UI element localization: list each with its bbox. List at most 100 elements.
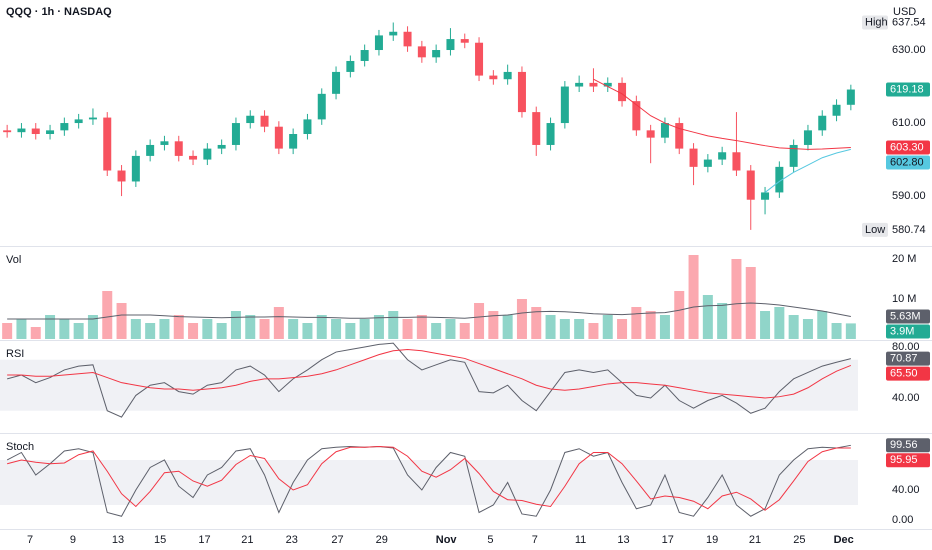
volume-bar <box>73 323 84 339</box>
x-tick-label: 11 <box>575 534 586 546</box>
x-tick-label: 21 <box>749 534 761 546</box>
candle-body <box>618 82 627 102</box>
candle-body <box>575 82 584 87</box>
price-badge <box>886 140 930 155</box>
candle-body <box>346 60 355 72</box>
volume-bar <box>87 315 98 339</box>
volume-bar <box>602 315 613 339</box>
candle-body <box>560 86 569 124</box>
low-marker-box <box>862 222 888 237</box>
price-badge-text: 619.18 <box>890 83 924 95</box>
price-badge <box>886 453 930 468</box>
band <box>0 359 858 411</box>
volume-bar <box>731 259 742 339</box>
volume-bar <box>345 323 356 339</box>
price-badge-text: 95.95 <box>890 454 918 466</box>
high-marker-value: 637.54 <box>892 16 926 28</box>
volume-bar <box>831 323 842 339</box>
currency: USD <box>893 6 916 18</box>
x-tick-label: 13 <box>112 534 124 546</box>
volume-bar <box>402 319 413 339</box>
volume-bar <box>845 323 856 339</box>
volume-bar <box>817 311 828 339</box>
price-badge-text: 3.9M <box>890 325 914 337</box>
candle-body <box>403 31 412 47</box>
volume-bar <box>2 323 13 339</box>
candle-body <box>818 115 827 131</box>
candle-body <box>632 101 641 131</box>
price-badge <box>886 366 930 381</box>
price-badge-text: 5.63M <box>890 310 921 322</box>
line <box>764 148 851 193</box>
x-tick-label: 27 <box>331 534 343 546</box>
candle-body <box>832 104 841 116</box>
candle-body <box>446 39 455 51</box>
price-badge <box>886 324 930 339</box>
band <box>0 459 858 505</box>
volume-bar <box>645 311 656 339</box>
x-tick-label: Dec <box>834 534 854 546</box>
y-tick-label: 10 M <box>892 293 916 305</box>
candle-body <box>131 155 140 182</box>
volume-bar <box>130 319 141 339</box>
candle-body <box>460 39 469 43</box>
candle-body <box>389 31 398 36</box>
y-tick-label: 610.00 <box>892 117 926 129</box>
candle-body <box>260 115 269 127</box>
volume-bar <box>717 303 728 339</box>
volume-bar <box>288 319 299 339</box>
candle-body <box>718 152 727 160</box>
candle-body <box>732 152 741 171</box>
candle-body <box>289 134 298 149</box>
candle-body <box>746 170 755 200</box>
candle-body <box>146 144 155 156</box>
volume-bar <box>30 327 41 339</box>
y-tick-label: 20 M <box>892 253 916 265</box>
volume-bar <box>373 315 384 339</box>
x-tick-label: 17 <box>662 534 674 546</box>
price-badge-text: 603.30 <box>890 141 924 153</box>
high-marker-box <box>862 15 888 30</box>
x-tick-label: 5 <box>487 534 493 546</box>
volume-bar <box>631 307 642 339</box>
volume-bar <box>145 323 156 339</box>
candle-body <box>432 50 441 58</box>
volume-bar <box>502 315 513 339</box>
candle-body <box>332 71 341 94</box>
candle-body <box>317 93 326 120</box>
volume-bar <box>188 323 199 339</box>
candle-body <box>546 123 555 145</box>
x-tick-label: 7 <box>532 534 538 546</box>
candle-body <box>503 71 512 80</box>
candle-body <box>761 192 770 200</box>
pane-title: Vol <box>6 254 21 266</box>
volume-bar <box>459 323 470 339</box>
x-tick-label: 29 <box>376 534 388 546</box>
candle-body <box>475 42 484 76</box>
line <box>6 444 851 517</box>
volume-bar <box>574 319 585 339</box>
candle-body <box>646 130 655 138</box>
volume-bar <box>617 319 628 339</box>
candle-body <box>46 130 55 135</box>
volume-bar <box>159 319 170 339</box>
volume-bar <box>102 291 113 339</box>
volume-bar <box>559 319 570 339</box>
volume-bar <box>531 307 542 339</box>
pane-title: Stoch <box>6 441 34 453</box>
candle-body <box>88 117 97 120</box>
candle-body <box>117 170 126 182</box>
candle-body <box>189 155 198 160</box>
candle-body <box>532 112 541 145</box>
candle-body <box>231 123 240 145</box>
candle-body <box>589 82 598 87</box>
candle-body <box>217 144 226 149</box>
volume-bar <box>59 319 70 339</box>
x-tick-label: 19 <box>706 534 718 546</box>
low-marker-value: 580.74 <box>892 224 926 236</box>
volume-bar <box>774 307 785 339</box>
volume-bar <box>388 311 399 339</box>
candle-body <box>789 144 798 167</box>
candle-body <box>703 159 712 167</box>
x-tick-label: Nov <box>436 534 458 546</box>
